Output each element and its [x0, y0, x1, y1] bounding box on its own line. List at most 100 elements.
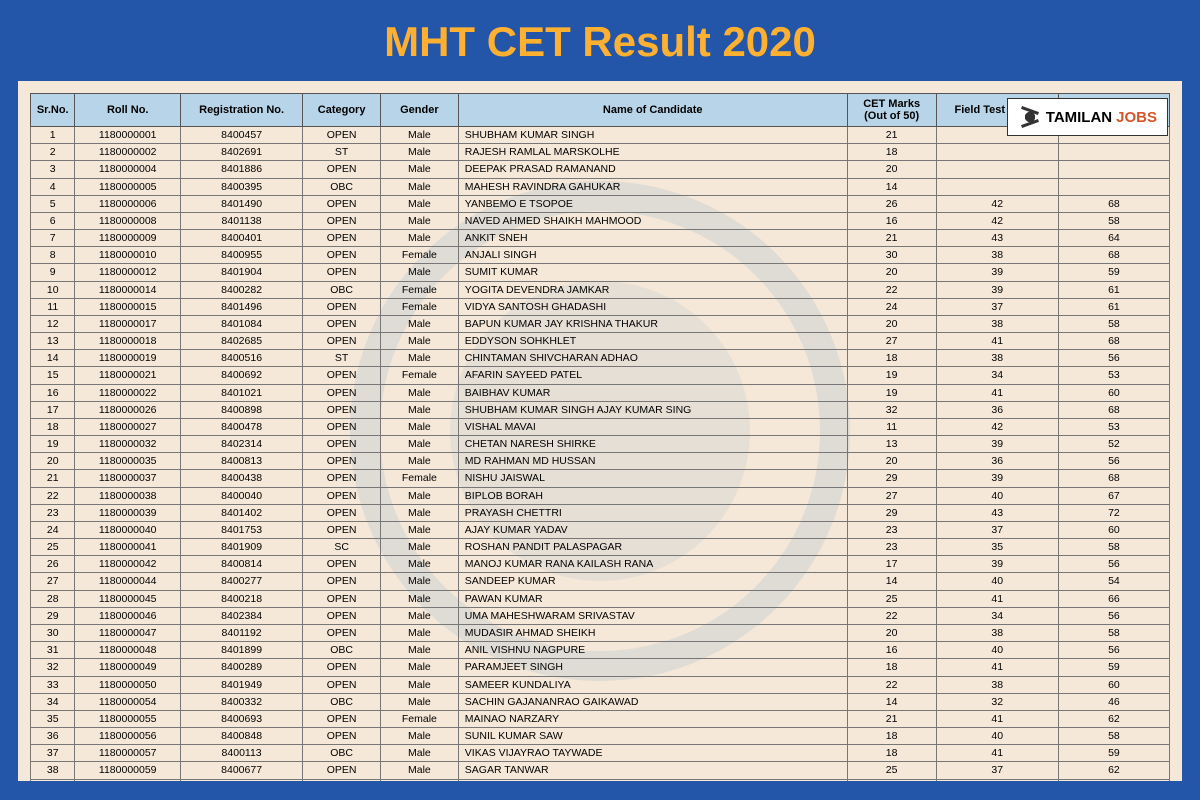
table-row: 1311800000188402685OPENMaleEDDYSON SOHKH…	[31, 333, 1170, 350]
table-cell: 67	[1058, 487, 1169, 504]
table-cell: 41	[936, 745, 1058, 762]
table-cell: 22	[847, 676, 936, 693]
table-cell: Male	[381, 745, 459, 762]
table-cell: 8400040	[181, 487, 303, 504]
table-cell: 8400457	[181, 127, 303, 144]
table-cell: Male	[381, 178, 459, 195]
table-cell: 18	[847, 728, 936, 745]
table-cell: 1180000008	[75, 212, 181, 229]
table-cell: OPEN	[303, 333, 381, 350]
table-cell: 32	[847, 401, 936, 418]
table-cell: 8402314	[181, 436, 303, 453]
table-cell: 1	[31, 127, 75, 144]
table-cell: OPEN	[303, 487, 381, 504]
table-cell: 58	[1058, 315, 1169, 332]
table-row: 2611800000428400814OPENMaleMANOJ KUMAR R…	[31, 556, 1170, 573]
table-cell: 31	[31, 642, 75, 659]
table-cell: 40	[936, 487, 1058, 504]
table-cell: 8400848	[181, 728, 303, 745]
table-cell: 27	[31, 573, 75, 590]
table-cell: 18	[847, 144, 936, 161]
table-row: 1711800000268400898OPENMaleSHUBHAM KUMAR…	[31, 401, 1170, 418]
table-cell: OPEN	[303, 315, 381, 332]
col-header-name: Name of Candidate	[458, 94, 847, 127]
table-cell: Male	[381, 556, 459, 573]
table-cell: 37	[936, 762, 1058, 779]
table-cell: OPEN	[303, 762, 381, 779]
table-cell: 40	[936, 573, 1058, 590]
table-cell: 34	[936, 367, 1058, 384]
table-cell: 8401402	[181, 504, 303, 521]
table-cell: OPEN	[303, 470, 381, 487]
table-row: 1211800000178401084OPENMaleBAPUN KUMAR J…	[31, 315, 1170, 332]
table-cell: 8402691	[181, 144, 303, 161]
table-cell: 29	[847, 504, 936, 521]
table-row: 3911800000608401299OPENMaleNIRAJ JAWAHAR…	[31, 779, 1170, 781]
table-row: 2511800000418401909SCMaleROSHAN PANDIT P…	[31, 539, 1170, 556]
table-cell: OPEN	[303, 298, 381, 315]
table-cell: 21	[847, 710, 936, 727]
table-row: 3411800000548400332OBCMaleSACHIN GAJANAN…	[31, 693, 1170, 710]
col-header-gender: Gender	[381, 94, 459, 127]
table-cell	[1058, 178, 1169, 195]
table-cell: PRAYASH CHETTRI	[458, 504, 847, 521]
table-cell: 25	[847, 590, 936, 607]
table-cell: 9	[31, 264, 75, 281]
table-row: 711800000098400401OPENMaleANKIT SNEH2143…	[31, 230, 1170, 247]
table-cell: 8400332	[181, 693, 303, 710]
table-cell: 8402685	[181, 333, 303, 350]
table-cell: OPEN	[303, 590, 381, 607]
table-cell: 56	[1058, 607, 1169, 624]
table-cell: 41	[936, 384, 1058, 401]
table-cell: 1180000010	[75, 247, 181, 264]
table-body: 111800000018400457OPENMaleSHUBHAM KUMAR …	[31, 127, 1170, 782]
table-cell: 23	[31, 504, 75, 521]
table-cell: 19	[847, 384, 936, 401]
table-cell: 8401084	[181, 315, 303, 332]
table-cell: 3	[31, 161, 75, 178]
table-cell: 8400516	[181, 350, 303, 367]
table-cell: OBC	[303, 281, 381, 298]
table-cell: 14	[31, 350, 75, 367]
table-cell: 1180000046	[75, 607, 181, 624]
table-cell: 1180000027	[75, 418, 181, 435]
table-cell: 20	[847, 161, 936, 178]
table-cell: 56	[1058, 350, 1169, 367]
table-cell: 24	[847, 779, 936, 781]
table-cell: SUMIT KUMAR	[458, 264, 847, 281]
table-cell: ROSHAN PANDIT PALASPAGAR	[458, 539, 847, 556]
table-cell: OBC	[303, 693, 381, 710]
table-row: 511800000068401490OPENMaleYANBEMO E TSOP…	[31, 195, 1170, 212]
table-cell: 53	[1058, 418, 1169, 435]
table-cell: OBC	[303, 178, 381, 195]
table-cell: AFARIN SAYEED PATEL	[458, 367, 847, 384]
table-cell: 8400438	[181, 470, 303, 487]
table-cell: EDDYSON SOHKHLET	[458, 333, 847, 350]
table-row: 811800000108400955OPENFemaleANJALI SINGH…	[31, 247, 1170, 264]
table-cell: 8401496	[181, 298, 303, 315]
table-cell: 4	[31, 178, 75, 195]
table-cell: 32	[31, 659, 75, 676]
table-cell: 54	[1058, 573, 1169, 590]
table-row: 1111800000158401496OPENFemaleVIDYA SANTO…	[31, 298, 1170, 315]
table-cell: 66	[1058, 590, 1169, 607]
table-cell: 8400955	[181, 247, 303, 264]
table-cell: 1180000022	[75, 384, 181, 401]
table-cell: 60	[1058, 521, 1169, 538]
table-cell: 1180000018	[75, 333, 181, 350]
table-row: 2011800000358400813OPENMaleMD RAHMAN MD …	[31, 453, 1170, 470]
table-cell: OPEN	[303, 401, 381, 418]
table-cell: VIKAS VIJAYRAO TAYWADE	[458, 745, 847, 762]
table-cell: OPEN	[303, 161, 381, 178]
table-cell: 41	[936, 659, 1058, 676]
table-cell: Male	[381, 693, 459, 710]
table-cell: 30	[31, 624, 75, 641]
table-cell: SAMEER KUNDALIYA	[458, 676, 847, 693]
table-cell: 1180000045	[75, 590, 181, 607]
table-cell: 8401909	[181, 539, 303, 556]
table-row: 1611800000228401021OPENMaleBAIBHAV KUMAR…	[31, 384, 1170, 401]
table-cell: 68	[1058, 247, 1169, 264]
table-cell: ST	[303, 350, 381, 367]
table-cell: NISHU JAISWAL	[458, 470, 847, 487]
table-cell: OPEN	[303, 504, 381, 521]
